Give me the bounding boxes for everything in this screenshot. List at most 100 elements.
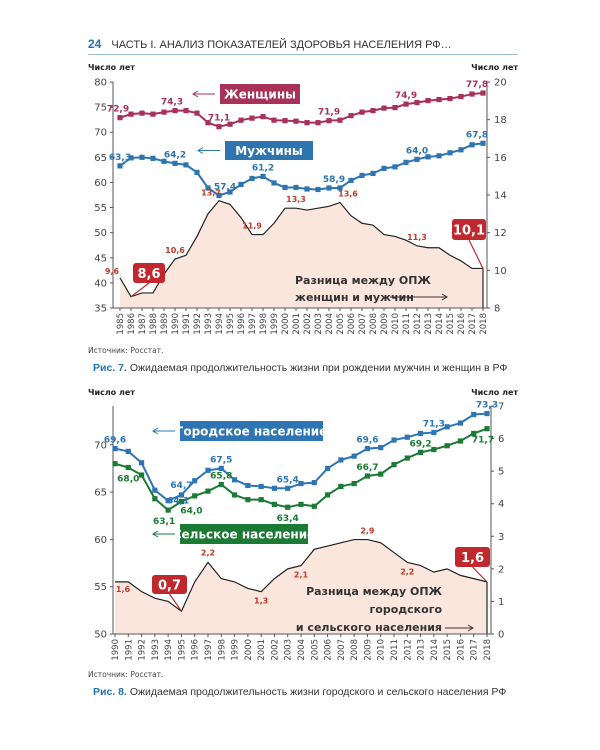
callout-pointer [130, 282, 150, 298]
chart-1: 35 40 45 50 55 60 65 70 75 80 8 10 12 14 16 18 20 Число л… [88, 63, 518, 335]
y-tick-label-right: 5 [498, 467, 504, 478]
data-point [271, 501, 278, 507]
x-tick-label: 1999 [270, 313, 280, 335]
x-tick-label: 2011 [402, 313, 412, 335]
source-note-2: Источник: Росстат. [88, 670, 164, 679]
data-point [403, 101, 409, 107]
data-point [378, 471, 384, 477]
data-point [447, 150, 453, 156]
y-tick-label-right: 8 [494, 304, 500, 315]
legend-box [225, 141, 313, 160]
y-tick-label-left: 65 [94, 488, 107, 499]
data-point [172, 160, 178, 166]
difference-label: Разница между ОПЖ [295, 274, 431, 287]
data-point [337, 117, 343, 123]
data-label: 69,2 [409, 439, 431, 449]
x-tick-label: 2008 [350, 639, 360, 661]
callout-box [455, 547, 490, 567]
data-label: 74,9 [395, 91, 417, 101]
chart-2: 50 55 60 65 70 0 1 2 3 4 5 6 7 Число лет Число лет 1990… [88, 388, 518, 661]
data-point [417, 449, 424, 455]
x-tick-label: 2012 [403, 639, 413, 661]
y-axis-title-right: Число лет [471, 63, 518, 72]
y-tick-label-right: 16 [494, 153, 507, 164]
data-point [161, 109, 167, 115]
data-point [271, 485, 278, 491]
data-point [431, 429, 437, 436]
data-point [315, 186, 321, 193]
data-point [194, 169, 200, 175]
data-point [249, 175, 255, 182]
x-tick-label: 1986 [127, 313, 137, 335]
data-point [227, 121, 233, 127]
data-point [282, 184, 288, 191]
x-tick-label: 2004 [297, 639, 307, 661]
y-tick-label-right: 4 [498, 499, 504, 510]
x-tick-label: 1992 [193, 313, 203, 335]
y-tick-label-left: 60 [94, 178, 107, 189]
data-point [128, 111, 134, 117]
data-point [194, 110, 200, 116]
x-tick-label: 2018 [483, 639, 493, 661]
data-point [404, 455, 410, 461]
x-tick-label: 2016 [456, 639, 466, 661]
data-point [205, 185, 211, 191]
y-tick-label-left: 60 [94, 535, 107, 546]
data-point [326, 185, 332, 191]
data-point [364, 473, 371, 479]
data-point [282, 118, 288, 124]
data-point [138, 472, 145, 478]
data-point [271, 180, 277, 186]
data-label: 61,2 [252, 163, 274, 173]
data-point [457, 420, 464, 426]
y-tick-label-right: 18 [494, 115, 507, 126]
callout-label: 8,6 [137, 267, 160, 282]
data-point [480, 90, 486, 96]
data-label: 77,8 [466, 80, 488, 90]
data-label: 1,3 [254, 597, 268, 606]
caption-text: Ожидаемая продолжительность жизни при ро… [129, 362, 508, 374]
data-point [469, 91, 475, 97]
data-point [359, 109, 365, 115]
data-label: 71,3 [423, 419, 445, 429]
data-point [238, 117, 244, 123]
x-tick-label: 2005 [336, 313, 346, 335]
x-tick-label: 1995 [177, 639, 187, 661]
data-label: 67,5 [210, 455, 232, 465]
data-point [112, 445, 118, 452]
data-label: 9,6 [105, 267, 120, 276]
x-tick-label: 2010 [391, 313, 401, 335]
x-tick-label: 2004 [325, 313, 335, 335]
x-tick-label: 1996 [191, 639, 201, 661]
callout-pointer [468, 239, 484, 269]
x-tick-label: 2015 [443, 639, 453, 661]
data-point [298, 501, 304, 507]
x-tick-label: 2010 [377, 639, 387, 661]
data-point [351, 480, 357, 487]
x-tick-label: 2006 [324, 639, 334, 661]
callout-label: 1,6 [461, 551, 484, 566]
data-point [161, 158, 167, 164]
x-tick-label: 2008 [369, 313, 379, 335]
difference-area [120, 200, 483, 308]
x-tick-label: 1992 [138, 639, 148, 661]
data-point [425, 97, 431, 104]
data-point [304, 186, 310, 192]
data-label: 13,3 [286, 195, 306, 204]
callout-pointer [169, 593, 182, 612]
header-title: ЧАСТЬ I. АНАЛИЗ ПОКАЗАТЕЛЕЙ ЗДОРОВЬЯ НАС… [111, 39, 452, 51]
x-tick-label: 1994 [164, 639, 174, 661]
data-point [414, 99, 420, 106]
y-tick-label-left: 80 [94, 78, 107, 89]
data-point [138, 460, 145, 466]
data-point [172, 108, 178, 114]
data-point [117, 163, 123, 169]
x-tick-label: 2013 [417, 639, 427, 661]
figure-caption-8: Рис. 8. Ожидаемая продолжительность жизн… [93, 686, 506, 698]
y-axis-title-left: Число лет [88, 388, 135, 397]
data-point [444, 443, 450, 449]
data-point [370, 170, 376, 177]
data-label: 64,2 [164, 150, 186, 160]
data-point [471, 430, 477, 437]
data-point [381, 165, 387, 171]
